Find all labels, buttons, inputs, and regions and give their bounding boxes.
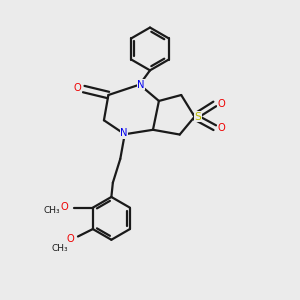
Text: CH₃: CH₃ <box>52 244 68 253</box>
Text: N: N <box>120 128 128 138</box>
Text: S: S <box>194 112 201 122</box>
Text: O: O <box>67 235 74 244</box>
Text: O: O <box>218 99 226 109</box>
Text: O: O <box>73 83 81 94</box>
Text: O: O <box>61 202 68 212</box>
Text: N: N <box>137 80 145 90</box>
Text: CH₃: CH₃ <box>44 206 60 215</box>
Text: O: O <box>218 123 226 133</box>
